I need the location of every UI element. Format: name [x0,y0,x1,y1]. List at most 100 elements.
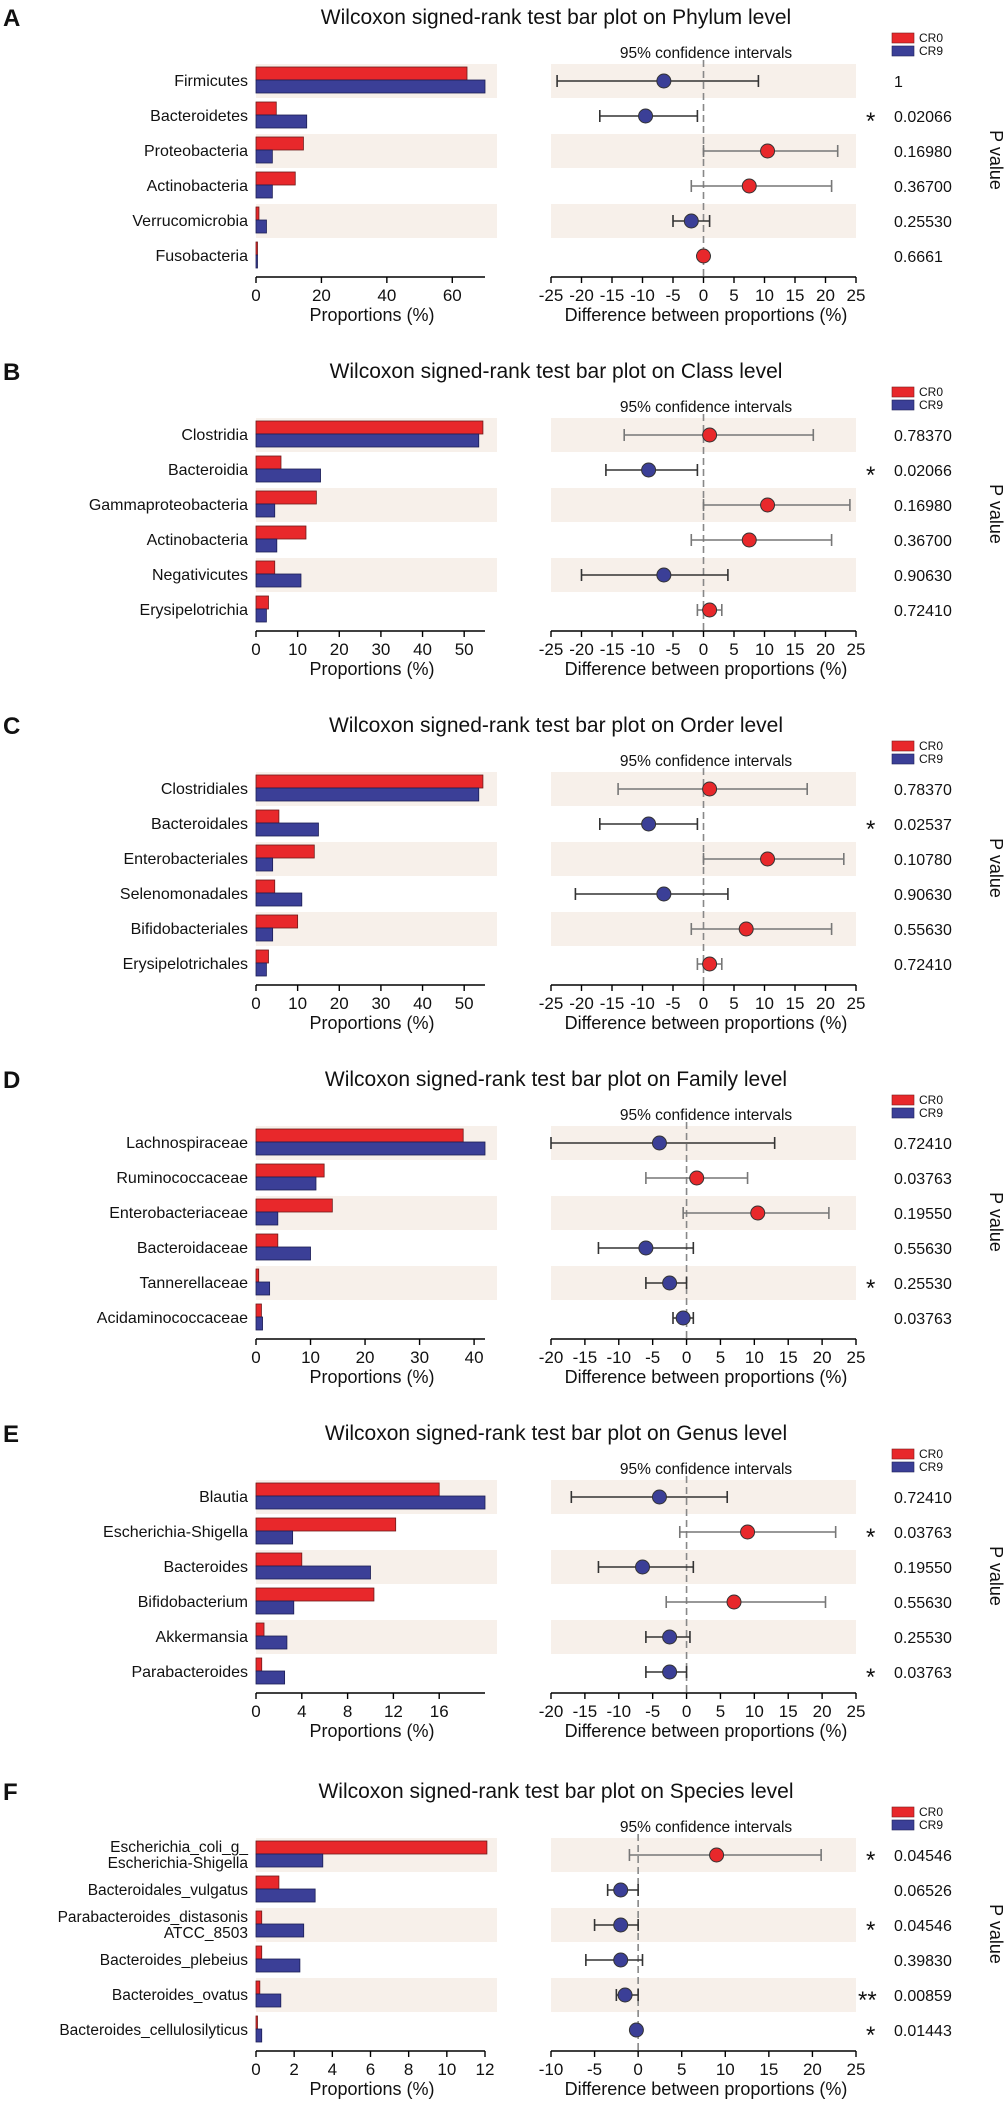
bar-cr0 [255,136,304,151]
bar-x-tick-label: 20 [330,640,349,659]
bar-x-axis-title: Proportions (%) [309,1721,434,1741]
diff-x-tick-label: 0 [699,994,708,1013]
bar-cr9 [255,962,267,977]
p-value: 0.36700 [894,179,952,196]
diff-x-tick-label: 0 [682,1348,691,1367]
p-value: 0.90630 [894,887,952,904]
legend-label-cr9: CR9 [919,398,943,412]
bar-cr0 [255,1587,375,1602]
bar-x-tick-label: 8 [343,1702,352,1721]
bar-x-tick-label: 0 [251,2060,260,2079]
p-value: 0.55630 [894,922,952,939]
category-label: Enterobacteriaceae [109,1205,248,1222]
category-label: Actinobacteria [147,178,248,195]
bar-x-tick-label: 30 [371,994,390,1013]
p-value: 0.72410 [894,1136,952,1153]
bar-cr9 [255,857,274,872]
category-label: Parabacteroides_distasonis [58,1909,249,1926]
p-value-axis-label: P value [986,130,1004,190]
diff-x-tick-label: -15 [600,286,625,305]
bar-x-tick-label: 40 [413,994,432,1013]
diff-x-tick-label: 25 [847,1348,866,1367]
panel-e: E Wilcoxon signed-rank test bar plot on G… [3,1421,1004,1741]
legend-label-cr9: CR9 [919,752,943,766]
bar-cr9 [255,1281,271,1296]
diff-x-tick-label: -10 [630,640,655,659]
diff-x-tick-label: 5 [716,1702,725,1721]
diff-x-tick-label: -15 [600,640,625,659]
bar-cr9 [255,927,274,942]
diff-x-tick-label: 0 [699,286,708,305]
difference-point [760,143,776,159]
diff-x-tick-label: -25 [539,994,564,1013]
bar-cr9 [255,1958,301,1973]
category-label: Bifidobacterium [138,1594,248,1611]
category-label: Tannerellaceae [139,1275,248,1292]
panel-letter: E [3,1421,19,1448]
difference-point [656,886,672,902]
difference-point [702,781,718,797]
bar-x-tick-label: 12 [384,1702,403,1721]
p-value: 0.01443 [894,2023,952,2040]
bar-x-axis-title: Proportions (%) [309,1367,434,1387]
ci-label: 95% confidence intervals [620,1819,793,1836]
bar-cr9 [255,822,319,837]
difference-point [638,108,654,124]
ci-label: 95% confidence intervals [620,1461,793,1478]
bar-cr9 [255,573,302,588]
bar-cr0 [255,2015,258,2030]
difference-point [702,602,718,618]
bar-cr9 [255,1600,295,1615]
difference-point [617,1987,633,2003]
significance-star: * [866,1917,875,1944]
category-label: Lachnospiraceae [126,1135,248,1152]
category-label: Negativicutes [152,567,248,584]
difference-point [656,567,672,583]
bar-x-tick-label: 10 [437,2060,456,2079]
difference-point [662,1664,678,1680]
p-value: 0.72410 [894,1490,952,1507]
diff-x-tick-label: -20 [569,286,594,305]
bar-cr9 [255,433,480,448]
bar-cr0 [255,490,317,505]
category-label: Clostridiales [161,781,248,798]
category-label: Erysipelotrichia [140,602,249,619]
bar-x-tick-label: 60 [443,286,462,305]
difference-point [662,1275,678,1291]
bar-x-tick-label: 2 [289,2060,298,2079]
bar-x-tick-label: 16 [430,1702,449,1721]
diff-x-axis-title: Difference between proportions (%) [565,1721,848,1741]
panel-title: Wilcoxon signed-rank test bar plot on Sp… [318,1780,793,1803]
legend-swatch-cr9 [891,1107,915,1119]
legend-label-cr0: CR0 [919,1805,943,1819]
p-value: 0.19550 [894,1560,952,1577]
p-value-axis-label: P value [986,1546,1004,1606]
significance-star: * [866,1847,875,1874]
bar-x-tick-label: 20 [330,994,349,1013]
legend-swatch-cr0 [891,1094,915,1106]
p-value: 1 [894,74,903,91]
difference-point [675,1310,691,1326]
p-value: 0.25530 [894,1630,952,1647]
bar-cr0 [255,1163,325,1178]
diff-x-tick-label: 10 [716,2060,735,2079]
p-value: 0.25530 [894,1276,952,1293]
p-value: 0.10780 [894,852,952,869]
panel-letter: C [3,713,20,740]
bar-cr9 [255,1530,294,1545]
p-value: 0.00859 [894,1988,952,2005]
bar-cr9 [255,503,276,518]
difference-point [738,921,754,937]
p-value: 0.02066 [894,463,952,480]
legend-label-cr0: CR0 [919,1093,943,1107]
bar-cr9 [255,149,273,164]
bar-cr0 [255,949,269,964]
diff-x-tick-label: 20 [803,2060,822,2079]
category-label: Firmicutes [174,73,248,90]
bar-x-tick-label: 10 [288,994,307,1013]
diff-x-tick-label: -10 [630,286,655,305]
row-band-right [551,1550,856,1584]
bar-cr0 [255,1517,397,1532]
category-label: Bacteroidales_vulgatus [88,1882,249,1899]
